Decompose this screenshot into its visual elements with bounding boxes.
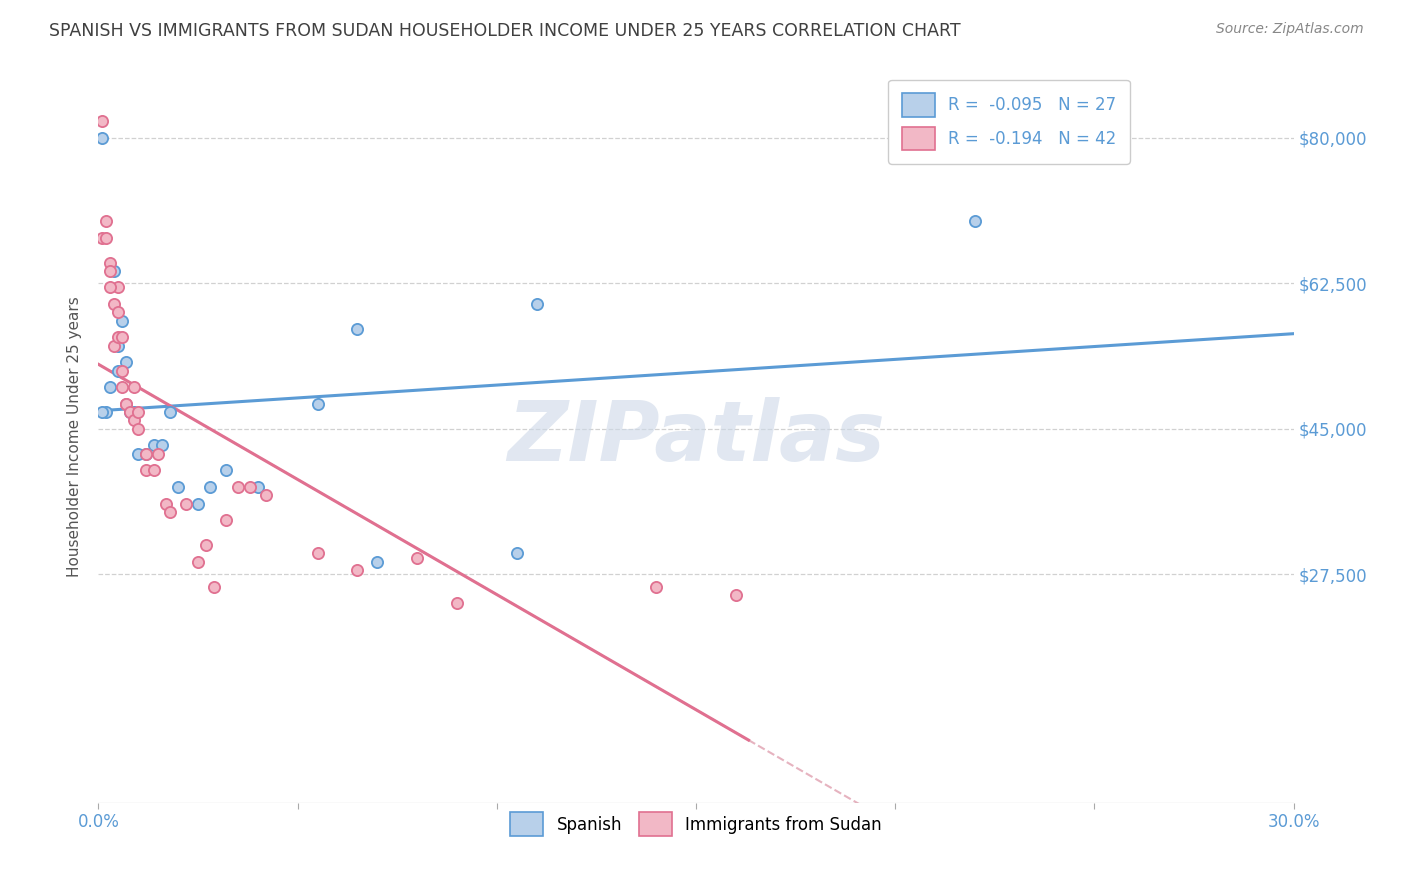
Text: SPANISH VS IMMIGRANTS FROM SUDAN HOUSEHOLDER INCOME UNDER 25 YEARS CORRELATION C: SPANISH VS IMMIGRANTS FROM SUDAN HOUSEHO… [49,22,960,40]
Point [307,397,329,411]
Point [187,497,209,511]
Point [127,447,149,461]
Point [107,280,129,294]
Y-axis label: Householder Income Under 25 years: Householder Income Under 25 years [67,297,83,577]
Point [103,264,125,278]
Point [103,338,125,352]
Point [446,596,468,610]
Point [127,422,149,436]
Point [150,438,173,452]
Point [143,463,166,477]
Point [239,480,262,494]
Point [120,405,142,419]
Point [198,480,221,494]
Point [124,380,146,394]
Point [98,264,122,278]
Point [135,447,157,461]
Point [91,230,114,244]
Point [124,413,146,427]
Point [366,555,388,569]
Point [91,405,114,419]
Point [963,214,986,228]
Point [346,322,368,336]
Point [120,405,142,419]
Point [107,330,129,344]
Point [159,405,181,419]
Point [111,330,134,344]
Point [155,497,177,511]
Text: ZIPatlas: ZIPatlas [508,397,884,477]
Point [195,538,218,552]
Point [187,555,209,569]
Point [107,338,129,352]
Point [115,355,138,369]
Point [96,405,118,419]
Point [215,463,238,477]
Point [127,405,149,419]
Point [98,380,122,394]
Point [107,363,129,377]
Point [406,550,429,565]
Point [226,480,249,494]
Point [526,297,548,311]
Point [124,405,146,419]
Point [91,114,114,128]
Point [91,131,114,145]
Point [202,580,225,594]
Point [96,230,118,244]
Point [307,546,329,560]
Point [148,447,170,461]
Point [159,505,181,519]
Point [115,397,138,411]
Text: Source: ZipAtlas.com: Source: ZipAtlas.com [1216,22,1364,37]
Point [506,546,529,560]
Point [135,463,157,477]
Point [98,255,122,269]
Point [115,397,138,411]
Point [103,297,125,311]
Point [135,447,157,461]
Point [246,480,269,494]
Point [167,480,190,494]
Point [111,380,134,394]
Point [346,563,368,577]
Point [254,488,277,502]
Point [96,214,118,228]
Point [724,588,747,602]
Point [107,305,129,319]
Point [111,363,134,377]
Point [174,497,197,511]
Point [215,513,238,527]
Legend: Spanish, Immigrants from Sudan: Spanish, Immigrants from Sudan [496,799,896,849]
Point [645,580,668,594]
Point [98,280,122,294]
Point [143,438,166,452]
Point [111,314,134,328]
